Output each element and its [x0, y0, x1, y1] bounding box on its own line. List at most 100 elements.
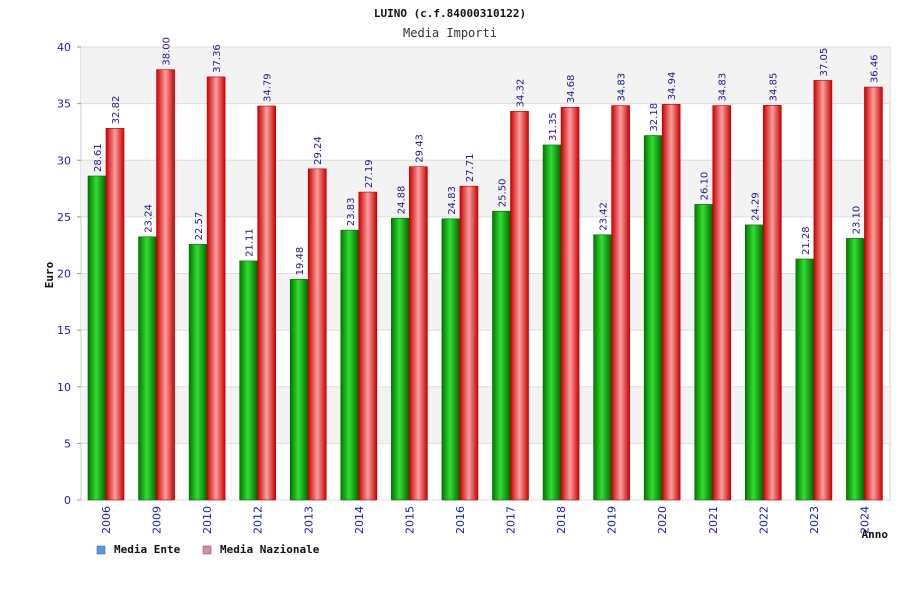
data-label: 25.50: [498, 179, 509, 208]
bar: [459, 185, 479, 501]
x-tick-label: 2023: [808, 506, 821, 534]
bar: [492, 210, 511, 501]
bar: [156, 69, 175, 501]
data-label: 24.83: [447, 186, 458, 215]
bar: [340, 229, 360, 501]
bar: [864, 86, 883, 501]
data-label: 27.71: [465, 154, 476, 183]
y-tick-label: 25: [57, 211, 71, 224]
y-tick-label: 30: [57, 154, 71, 167]
x-axis-label: Anno: [862, 528, 889, 541]
bar: [87, 175, 107, 501]
y-axis-ticks: 0 5 10 15 20 25 30 35 40: [57, 41, 81, 507]
x-tick-label: 2012: [252, 506, 265, 534]
chart-title: LUINO (c.f.84000310122): [374, 7, 526, 20]
bar: [441, 218, 461, 501]
bar: [257, 105, 276, 501]
bar: [712, 105, 732, 501]
bar: [188, 244, 208, 501]
data-label: 23.10: [851, 206, 862, 235]
data-label: 29.24: [313, 136, 324, 165]
x-tick-label: 2019: [606, 506, 619, 534]
y-tick-label: 35: [57, 98, 71, 111]
x-tick-label: 2013: [302, 506, 315, 534]
bar: [510, 111, 529, 501]
y-tick-label: 5: [64, 437, 71, 450]
x-tick-label: 2015: [403, 506, 416, 534]
bar: [593, 234, 612, 501]
x-tick-label: 2017: [505, 506, 518, 534]
data-label: 32.82: [111, 96, 122, 125]
data-label: 32.18: [649, 103, 660, 132]
x-tick-label: 2022: [757, 506, 770, 534]
legend: Media Ente Media Nazionale: [96, 543, 320, 556]
y-tick-label: 0: [64, 494, 71, 507]
data-label: 24.88: [396, 186, 407, 215]
x-axis-ticks: 2006 2009 2010 2012 2013 2014 2015 2016 2017 2018…: [100, 506, 871, 534]
x-tick-label: 2009: [151, 506, 164, 534]
legend-swatch: [202, 545, 212, 555]
data-label: 28.61: [93, 143, 104, 172]
x-tick-label: 2020: [656, 506, 669, 534]
bar: [358, 191, 378, 501]
data-label: 29.43: [414, 134, 425, 163]
data-label: 34.83: [718, 73, 729, 102]
chart-subtitle: Media Importi: [403, 26, 497, 40]
x-tick-label: 2024: [858, 506, 871, 534]
y-tick-label: 20: [57, 268, 71, 281]
x-tick-label: 2010: [201, 506, 214, 534]
bar: [289, 279, 309, 501]
legend-label: Media Nazionale: [220, 543, 320, 556]
x-tick-label: 2006: [100, 506, 113, 534]
bar: [391, 217, 410, 501]
data-label: 27.19: [364, 159, 375, 188]
bar: [542, 144, 562, 501]
bar: [795, 258, 815, 501]
y-tick-label: 40: [57, 41, 71, 54]
x-tick-label: 2021: [707, 506, 720, 534]
data-label: 21.11: [245, 228, 256, 257]
data-label: 23.83: [346, 197, 357, 226]
y-tick-label: 10: [57, 381, 71, 394]
data-label: 23.24: [144, 204, 155, 233]
data-label: 34.79: [263, 73, 274, 102]
bar: [105, 128, 125, 501]
data-label: 38.00: [162, 37, 173, 66]
bar: [846, 238, 865, 501]
bar: [813, 80, 833, 501]
bar: [763, 105, 782, 501]
data-label: 24.29: [750, 192, 761, 221]
bar: [694, 204, 714, 501]
data-label: 34.94: [667, 72, 678, 101]
data-label: 34.83: [617, 73, 628, 102]
data-label: 34.32: [516, 79, 527, 108]
data-label: 23.42: [599, 202, 610, 231]
legend-swatch: [96, 545, 106, 555]
y-axis-label: Euro: [43, 261, 56, 288]
data-label: 31.35: [548, 112, 559, 141]
x-tick-label: 2018: [555, 506, 568, 534]
y-tick-label: 15: [57, 324, 71, 337]
bar: [611, 105, 630, 501]
bar: [239, 260, 258, 501]
x-tick-label: 2014: [353, 506, 366, 534]
bar: [206, 76, 226, 501]
x-tick-label: 2016: [454, 506, 467, 534]
data-label: 19.48: [295, 247, 306, 276]
bar: [560, 106, 580, 501]
data-label: 26.10: [700, 172, 711, 201]
data-labels: 28.61 32.82 23.24 38.00 22.57 37.36 21.11 34.79…: [93, 37, 880, 275]
bar: [661, 104, 681, 501]
data-label: 36.46: [869, 54, 880, 83]
data-label: 34.85: [768, 73, 779, 102]
data-label: 34.68: [566, 75, 577, 104]
bar: [138, 236, 157, 501]
bars: [87, 69, 883, 501]
bar: [643, 135, 663, 501]
bar: [307, 168, 327, 501]
data-label: 21.28: [801, 226, 812, 255]
bar: [745, 224, 764, 501]
bar: [409, 166, 428, 501]
legend-label: Media Ente: [114, 543, 181, 556]
